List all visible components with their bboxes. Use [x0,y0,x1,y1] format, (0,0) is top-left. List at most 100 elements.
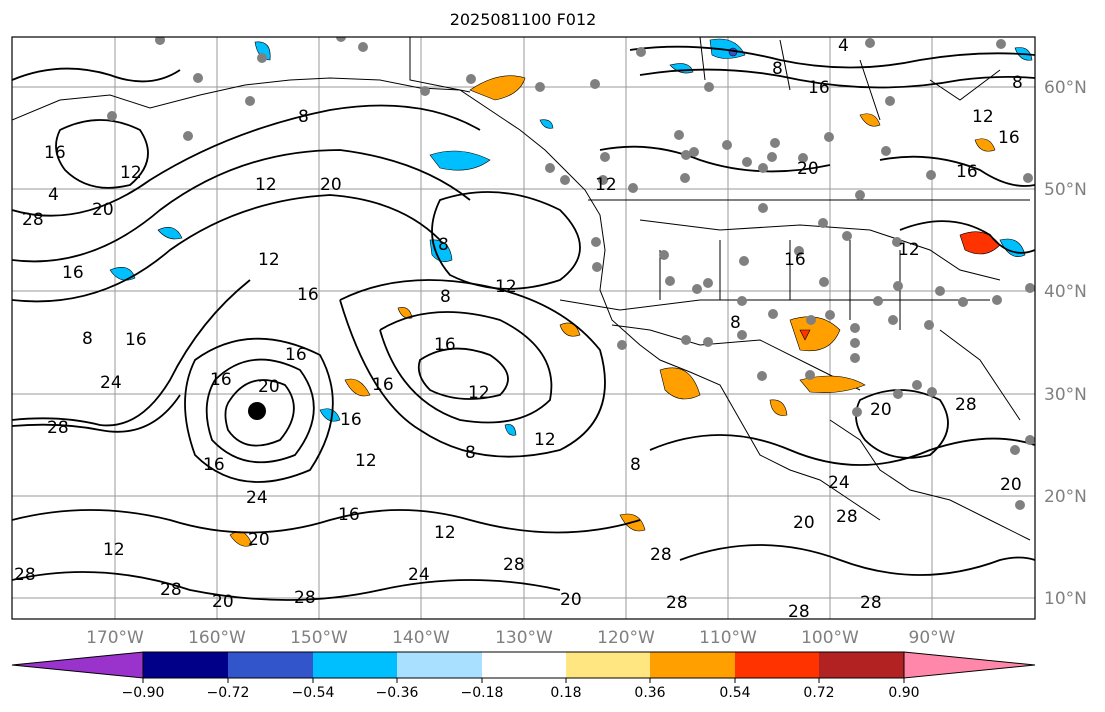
contour-label: 8 [730,313,741,333]
contour-label: 20 [258,377,280,397]
colorbar-tick-label: 0.72 [803,685,834,701]
contour-label: 20 [870,400,892,420]
lon-label: 150°W [290,628,348,648]
contour-label: 12 [103,540,125,560]
contour-label: 8 [440,287,451,307]
shading-negative [109,38,1033,436]
contour-label: 20 [560,590,582,610]
contour-label: 16 [44,143,66,163]
contour-label: 16 [297,285,319,305]
contour-label: 16 [434,335,456,355]
contour-label: 16 [203,455,225,475]
contour-label: 16 [784,250,806,270]
colorbar-tick-label: −0.36 [376,685,419,701]
colorbar-tick-label: 0.90 [888,685,919,701]
colorbar-cell [566,652,650,678]
contour-label: 20 [797,159,819,179]
contour-label: 24 [100,373,122,393]
colorbar-tick-label: −0.90 [122,685,165,701]
contour-label: 12 [495,277,517,297]
contour-label: 20 [320,175,342,195]
contour-label: 28 [160,580,182,600]
contour-label: 16 [808,78,830,98]
contour-label: 8 [82,329,93,349]
lon-label: 100°W [801,628,859,648]
contour-label: 12 [468,383,490,403]
contour-label: 4 [838,36,849,56]
contour-label: 24 [828,473,850,493]
contour-label: 12 [972,107,994,127]
lon-label: 110°W [699,628,757,648]
contour-label: 28 [14,565,36,585]
lon-label: 130°W [495,628,553,648]
colorbar-tick-label: −0.54 [292,685,335,701]
colorbar-tick-label: 0.18 [550,685,581,701]
contour-label: 12 [534,430,556,450]
map-frame [11,36,1036,620]
contour-label: 12 [255,175,277,195]
colorbar-low-extend [11,651,144,679]
contour-label: 28 [666,593,688,613]
contour-label: 28 [47,418,69,438]
lon-label: 120°W [597,628,655,648]
contour-label: 8 [465,443,476,463]
colorbar-tick-label: 0.54 [719,685,750,701]
map-title: 2025081100 F012 [449,10,597,29]
lon-label: 90°W [909,628,956,648]
colorbar-cell [650,652,735,678]
contour-label: 28 [650,545,672,565]
contour-label: 16 [210,370,232,390]
station-dots [107,37,1035,510]
longitude-labels: 170°W 160°W 150°W 140°W 130°W 120°W 110°… [86,628,956,648]
colorbar-cell [735,652,819,678]
contour-label: 12 [120,163,142,183]
contour-label: 16 [338,505,360,525]
colorbar-high-extend [903,651,1036,679]
contour-label: 24 [408,565,430,585]
colorbar-tick-label: −0.72 [207,685,250,701]
contour-label: 8 [1012,73,1023,93]
latitude-labels: 60°N 50°N 40°N 30°N 20°N 10°N [1044,78,1087,609]
contour-label: 16 [998,128,1020,148]
contour-label: 24 [246,488,268,508]
contour-label: 12 [434,523,456,543]
contour-label: 12 [355,451,377,471]
contour-label: 28 [294,588,316,608]
contour-label: 28 [788,602,810,622]
contour-label: 20 [212,592,234,612]
contour-label: 16 [956,162,978,182]
contour-label: 20 [248,530,270,550]
lat-label: 30°N [1044,385,1087,405]
contour-label: 28 [860,593,882,613]
colorbar-cell [313,652,397,678]
contour-label: 12 [258,250,280,270]
lon-label: 170°W [86,628,144,648]
colorbar: −0.90 −0.72 −0.54 −0.36 −0.18 0.18 0.36 … [11,651,1036,701]
contour-label: 16 [62,263,84,283]
coastlines [12,37,1031,541]
lat-label: 60°N [1044,78,1087,98]
colorbar-tick-label: −0.18 [461,685,504,701]
colorbar-cell [819,652,904,678]
lon-label: 140°W [392,628,450,648]
contour-label: 8 [630,455,641,475]
contour-label: 16 [285,345,307,365]
colorbar-cell [397,652,482,678]
lat-label: 40°N [1044,282,1087,302]
contour-label: 16 [125,330,147,350]
colorbar-cell [228,652,313,678]
lon-label: 160°W [188,628,246,648]
colorbar-cell [143,652,228,678]
contour-label: 8 [298,107,309,127]
contour-label: 28 [836,507,858,527]
colorbar-cell [482,652,566,678]
contour-labels: 4 8 8 16 12 16 20 16 16 12 4 20 28 8 12 … [14,36,1023,622]
shading-positive [229,75,1001,547]
contour-label: 8 [772,59,783,79]
colorbar-tick-labels: −0.90 −0.72 −0.54 −0.36 −0.18 0.18 0.36 … [122,685,920,701]
contour-label: 28 [22,210,44,230]
contour-label: 16 [372,375,394,395]
lat-label: 10°N [1044,589,1087,609]
contour-label: 12 [898,240,920,260]
